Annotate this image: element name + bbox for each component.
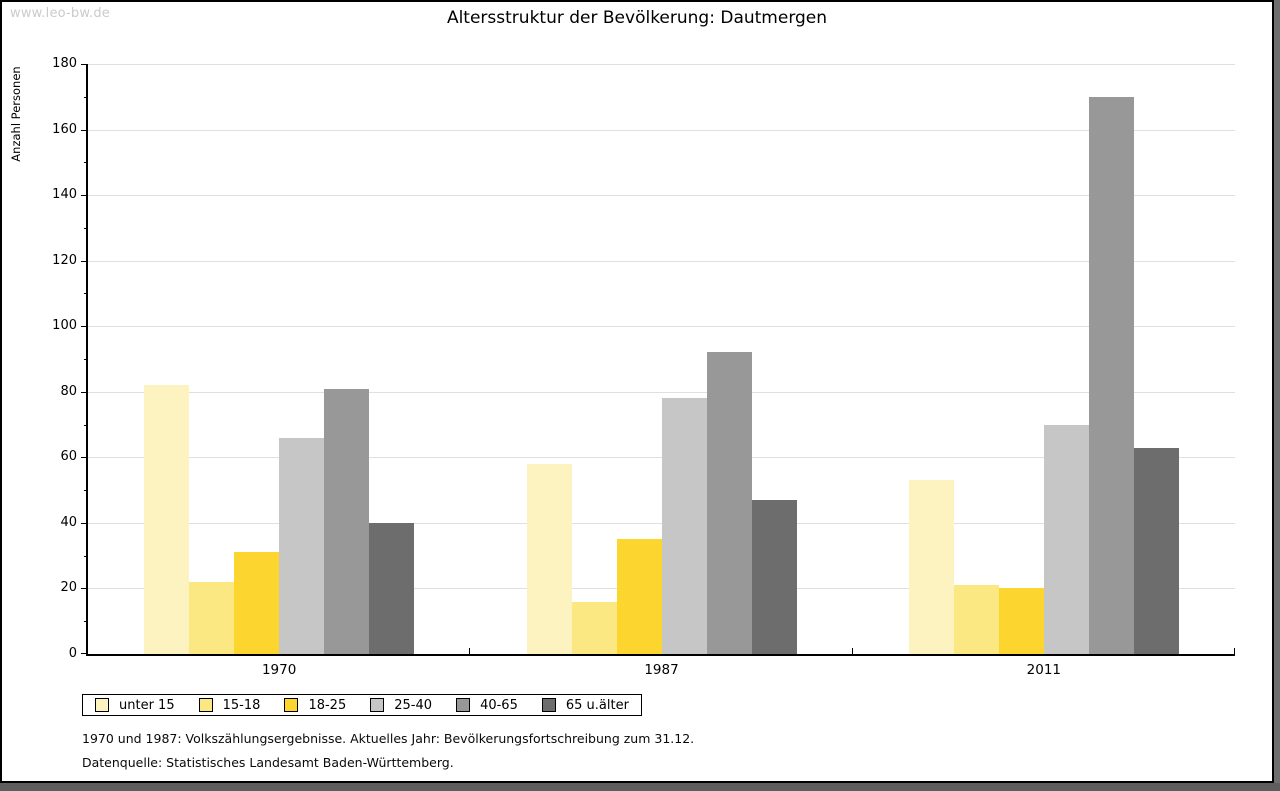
y-tick-label-80: 80 (60, 383, 77, 399)
y-tick-minor-110 (84, 293, 88, 295)
legend-item-65-u-lter: 65 u.älter (541, 697, 629, 713)
x-axis-tick-2 (851, 648, 853, 654)
y-tick-minor-130 (84, 227, 88, 229)
legend-swatch-25-40 (370, 698, 385, 712)
bar-1970-65-u-lter (369, 522, 415, 654)
y-tick-major-20 (81, 588, 88, 590)
y-tick-minor-170 (84, 96, 88, 98)
bar-1987-65-u-lter (751, 499, 797, 654)
y-tick-major-120 (81, 260, 88, 262)
bar-1970-18-25 (234, 552, 280, 654)
footnote-data-source: Datenquelle: Statistisches Landesamt Bad… (82, 755, 454, 770)
x-axis-tick-1 (469, 648, 471, 654)
y-tick-minor-90 (84, 359, 88, 360)
bar-1970-unter-15 (144, 385, 190, 654)
legend-item-unter-15: unter 15 (95, 698, 175, 713)
y-tick-label-0: 0 (68, 646, 77, 661)
bar-2011-unter-15 (908, 480, 954, 654)
gridline-80 (88, 391, 1235, 393)
bar-2011-18-25 (998, 588, 1044, 654)
gridline-160 (88, 129, 1235, 131)
gridline-180 (88, 64, 1235, 65)
y-tick-minor-50 (84, 490, 88, 492)
y-axis-title: Anzahl Personen (9, 66, 23, 162)
x-axis-tick-3 (1234, 648, 1235, 654)
legend-item-25-40: 25-40 (370, 698, 432, 713)
x-label-1970: 1970 (261, 662, 297, 678)
y-tick-major-140 (81, 195, 88, 197)
bar-1970-40-65 (324, 388, 370, 654)
y-tick-label-40: 40 (60, 514, 77, 530)
legend-label-unter-15: unter 15 (119, 697, 175, 713)
legend-label-65-u-lter: 65 u.älter (565, 697, 629, 713)
bar-1987-18-25 (616, 539, 662, 654)
footnote-source-years: 1970 und 1987: Volkszählungsergebnisse. … (82, 731, 695, 746)
watermark: www.leo-bw.de (10, 6, 111, 21)
gridline-140 (88, 195, 1235, 197)
legend-item-40-65: 40-65 (456, 698, 518, 713)
y-tick-label-20: 20 (60, 580, 77, 596)
y-tick-major-100 (81, 326, 88, 328)
y-tick-label-140: 140 (52, 187, 77, 203)
y-tick-minor-70 (84, 424, 88, 426)
bar-1987-15-18 (571, 601, 617, 654)
legend-label-18-25: 18-25 (308, 697, 347, 713)
legend-swatch-unter-15 (95, 698, 109, 712)
legend: unter 15 15-18 18-25 25-40 40-65 65 u.älter (82, 694, 642, 716)
gridline-100 (88, 326, 1235, 328)
bar-2011-65-u-lter (1133, 447, 1179, 654)
y-tick-minor-10 (84, 621, 88, 623)
bar-1987-40-65 (706, 352, 752, 654)
y-tick-major-40 (81, 522, 88, 524)
chart-title: Altersstruktur der Bevölkerung: Dautmerg… (446, 8, 828, 28)
bar-1970-25-40 (279, 437, 325, 654)
legend-label-25-40: 25-40 (394, 697, 433, 713)
y-tick-label-120: 120 (52, 252, 77, 268)
legend-swatch-15-18 (198, 698, 213, 712)
y-tick-major-80 (81, 391, 88, 393)
right-edge-strip (1274, 0, 1280, 791)
bar-1970-15-18 (189, 581, 235, 654)
legend-label-40-65: 40-65 (480, 697, 518, 713)
legend-swatch-65-u-lter (541, 698, 556, 712)
y-tick-label-160: 160 (52, 121, 77, 137)
y-tick-major-180 (81, 64, 88, 65)
y-tick-major-160 (81, 129, 88, 131)
bar-2011-15-18 (953, 585, 999, 654)
legend-item-15-18: 15-18 (198, 697, 261, 713)
bar-1987-25-40 (661, 398, 707, 654)
bottom-edge-strip (0, 783, 1280, 791)
y-tick-major-60 (81, 457, 88, 459)
legend-swatch-40-65 (456, 698, 471, 712)
y-tick-minor-150 (84, 162, 88, 164)
legend-item-18-25: 18-25 (284, 698, 346, 713)
x-label-2011: 2011 (1026, 662, 1061, 678)
bar-2011-40-65 (1088, 96, 1134, 654)
legend-swatch-18-25 (284, 698, 299, 712)
y-tick-minor-30 (84, 555, 88, 557)
y-tick-label-180: 180 (52, 56, 77, 71)
bar-1987-unter-15 (526, 463, 572, 654)
y-tick-label-60: 60 (60, 449, 77, 465)
plot-area: 0 20 40 60 80 100 120 140 160 180 1970 1987 2011 (52, 56, 1235, 678)
legend-label-15-18: 15-18 (222, 697, 261, 713)
bar-2011-25-40 (1043, 424, 1089, 654)
y-tick-major-0 (81, 653, 88, 654)
y-tick-label-100: 100 (52, 318, 77, 334)
x-label-1987: 1987 (644, 662, 679, 678)
gridline-120 (88, 260, 1235, 262)
